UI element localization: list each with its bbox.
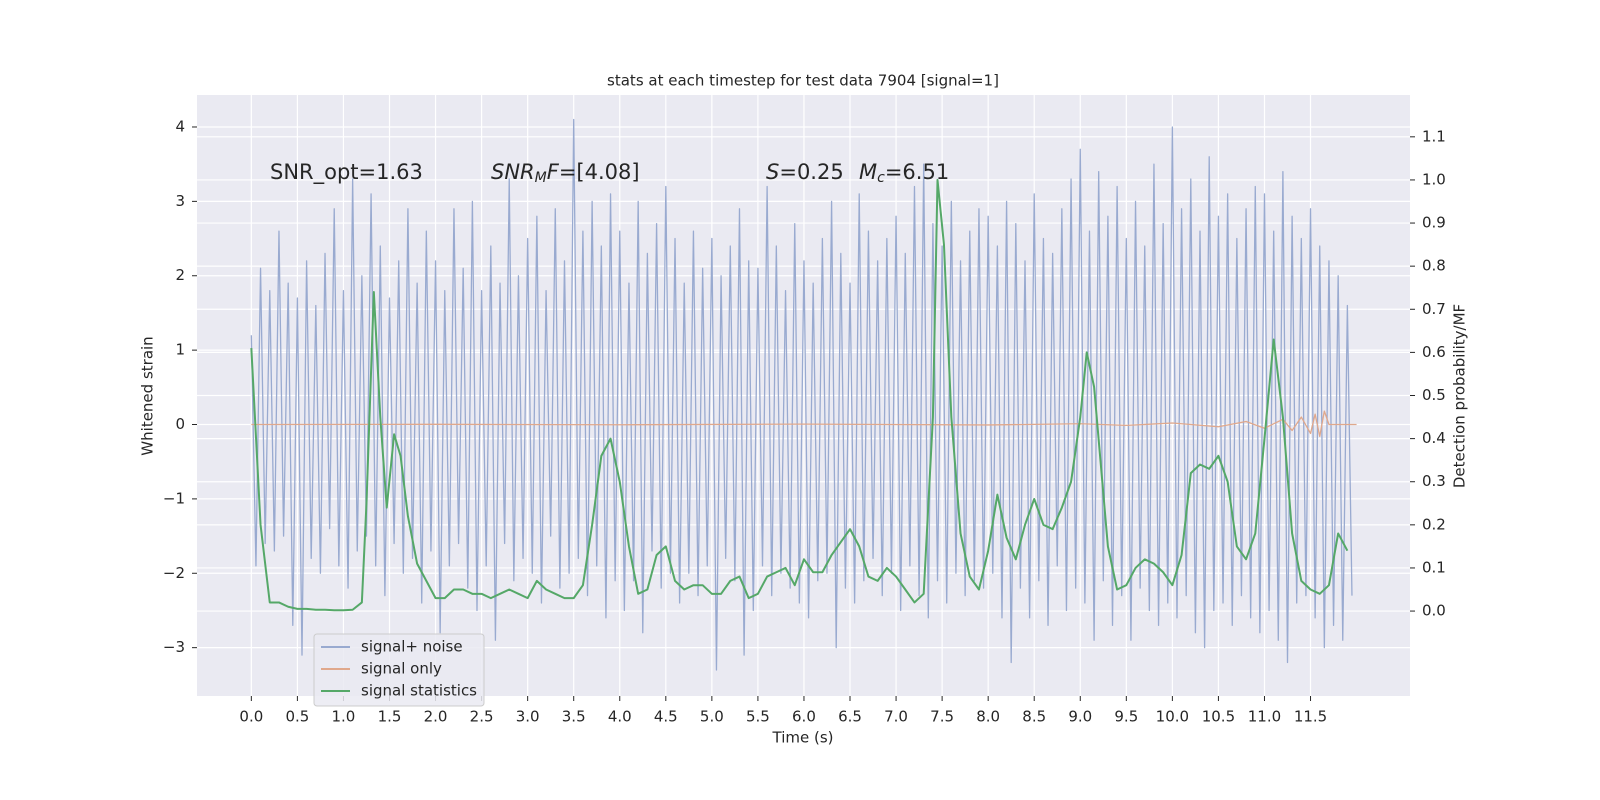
x-tick-label: 6.5 — [838, 708, 862, 726]
marks — [250, 118, 1357, 671]
legend-box — [313, 633, 485, 707]
y-axis-label: Whitened strain — [139, 336, 157, 455]
grid — [197, 95, 1410, 696]
x-tick-label: 1.0 — [332, 708, 356, 726]
series-line — [250, 118, 1353, 671]
chart-title: stats at each timestep for test data 790… — [607, 72, 999, 90]
y-tick-label: 3 — [175, 192, 185, 210]
annotation-part: =6.51 — [885, 160, 949, 184]
x-tick-label: 8.0 — [976, 708, 1000, 726]
y-tick-label: 4 — [175, 117, 185, 135]
y2-tick-label: 0.3 — [1422, 472, 1446, 490]
x-tick-label: 9.5 — [1114, 708, 1138, 726]
annotation: Mc=6.51 — [859, 160, 949, 186]
y2-tick-label: 0.1 — [1422, 558, 1446, 576]
legend-label: signal statistics — [361, 682, 477, 700]
x-tick-label: 11.5 — [1294, 708, 1327, 726]
series-line — [250, 178, 1349, 612]
x-tick-label: 5.0 — [700, 708, 724, 726]
series-line — [251, 410, 1357, 438]
x-tick-label: 8.5 — [1022, 708, 1046, 726]
annotation-part: SNR — [491, 160, 535, 184]
y2-tick-label: 0.6 — [1422, 343, 1446, 361]
annotation: SNRMF=[4.08] — [491, 160, 640, 186]
legend-label: signal only — [361, 660, 442, 678]
y2-tick-label: 0.4 — [1422, 429, 1446, 447]
x-tick-label: 4.0 — [608, 708, 632, 726]
y2-tick-label: 1.0 — [1422, 170, 1446, 188]
y2-tick-label: 0.2 — [1422, 515, 1446, 533]
annotation-part: =[4.08] — [559, 160, 640, 184]
annotation-part: M — [535, 170, 547, 186]
y2-tick-label: 0.9 — [1422, 214, 1446, 232]
x-tick-label: 11.0 — [1248, 708, 1281, 726]
x-tick-label: 3.0 — [516, 708, 540, 726]
y2-tick-label: 1.1 — [1422, 127, 1446, 145]
annotation-part: S — [766, 160, 779, 184]
x-tick-label: 0.0 — [239, 708, 263, 726]
y2-tick-label: 0.0 — [1422, 602, 1446, 620]
annotation: S=0.25 — [766, 160, 844, 184]
x-tick-label: 7.5 — [930, 708, 954, 726]
x-tick-label: 10.0 — [1156, 708, 1189, 726]
y-tick-label: 2 — [175, 266, 185, 284]
annotation-part: M — [859, 160, 877, 184]
annotation-part: c — [877, 170, 885, 186]
annotation-part: SNR_opt=1.63 — [270, 160, 423, 185]
legend-label: signal+ noise — [361, 638, 463, 656]
y2-tick-label: 0.7 — [1422, 300, 1446, 318]
x-tick-label: 2.5 — [470, 708, 494, 726]
annotation: SNR_opt=1.63 — [270, 160, 423, 185]
x-tick-label: 5.5 — [746, 708, 770, 726]
y-tick-label: 1 — [175, 341, 185, 359]
y-tick-label: −2 — [163, 564, 185, 582]
x-tick-label: 6.0 — [792, 708, 816, 726]
annotation-part: =0.25 — [779, 160, 843, 184]
labels: 0.0 0.5 1.0 1.5 2.0 2.5 3.0 3.5 4.0 4.5 5.0 5.5 6.0 6… — [163, 117, 1446, 725]
x-tick-label: 3.5 — [562, 708, 586, 726]
x-tick-label: 4.5 — [654, 708, 678, 726]
annotation-part: F — [547, 160, 560, 184]
y2-tick-label: 0.5 — [1422, 386, 1446, 404]
y2-axis-label: Detection probability/MF — [1451, 304, 1469, 488]
x-tick-label: 10.5 — [1202, 708, 1235, 726]
y2-tick-label: 0.8 — [1422, 257, 1446, 275]
x-tick-label: 9.0 — [1068, 708, 1092, 726]
x-tick-label: 2.0 — [424, 708, 448, 726]
x-tick-label: 1.5 — [378, 708, 402, 726]
x-axis-label: Time (s) — [772, 729, 834, 747]
y-tick-label: 0 — [175, 415, 185, 433]
y-tick-label: −1 — [163, 489, 185, 507]
x-tick-label: 7.0 — [884, 708, 908, 726]
x-tick-label: 0.5 — [285, 708, 309, 726]
y-tick-label: −3 — [163, 638, 185, 656]
